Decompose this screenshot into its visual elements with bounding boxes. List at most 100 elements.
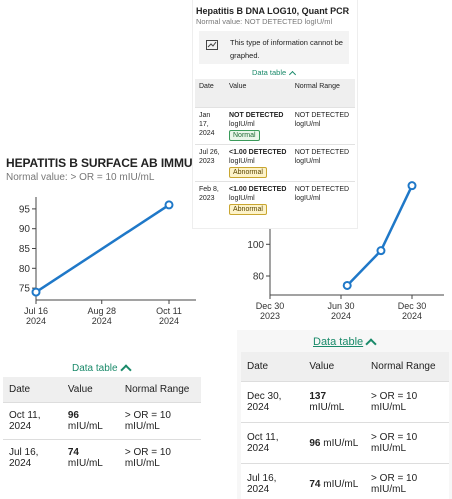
dna-pcr-row-value: NOT DETECTED logIU/ml Normal (225, 107, 291, 145)
value-unit: mIU/mL (323, 437, 359, 449)
surface-ab-table: Date Value Normal Range Oct 11, 2024 96 … (3, 377, 201, 476)
value-number: 137 (309, 391, 327, 402)
x-tick-label: 2024 (92, 316, 112, 326)
surface-ab-header-range: Normal Range (118, 377, 201, 403)
chevron-up-icon (365, 337, 377, 350)
dna-pcr-header-value: Value (225, 79, 291, 108)
surface-ab-data-table-toggle[interactable]: Data table (72, 363, 132, 376)
chart-icon (206, 40, 218, 50)
x-tick-label: Dec 30 (398, 301, 427, 311)
surface-ab-title: HEPATITIS B SURFACE AB IMMUNITY, QN (6, 156, 202, 170)
dna-pcr-table-header: Date Value Normal Range (195, 79, 355, 108)
dna-pcr-row-value: <1.00 DETECTED logIU/ml Abnormal (225, 181, 291, 218)
table-row: Feb 8, 2023 <1.00 DETECTED logIU/ml Abnor… (195, 181, 355, 218)
surface-ab-header-value: Value (61, 377, 119, 403)
data-point (31, 287, 41, 297)
y-tick-label: 85 (19, 244, 31, 255)
data-point (342, 280, 352, 290)
dna-pcr-data-table-label: Data table (252, 68, 287, 77)
value-unit: mIU/mL (323, 478, 359, 490)
x-tick-label: 2024 (26, 316, 46, 326)
surface-ab-row-range: > OR = 10 mIU/mL (118, 439, 201, 476)
history-row-range: > OR = 10 mIU/mL (365, 463, 449, 499)
y-tick-label: 80 (253, 271, 265, 282)
history-row-range: > OR = 10 mIU/mL (365, 422, 449, 464)
surface-ab-row-date: Oct 11, 2024 (3, 402, 62, 440)
history-row-range: > OR = 10 mIU/mL (365, 381, 449, 423)
value-number: 74 (309, 478, 321, 490)
table-row: Jul 26, 2023 <1.00 DETECTED logIU/ml Abno… (195, 144, 355, 182)
chevron-up-icon (289, 70, 297, 78)
dna-pcr-normal-value: Normal value: NOT DETECTED logIU/ml (196, 17, 333, 26)
x-tick-label: 2024 (159, 316, 179, 326)
value-unit: logIU/ml (229, 158, 255, 165)
y-tick-label: 80 (19, 264, 31, 275)
history-data-table-toggle[interactable]: Data table (313, 336, 377, 350)
status-badge: Abnormal (229, 204, 267, 215)
value-number: 96 (309, 437, 321, 449)
history-row-date: Jul 16, 2024 (241, 463, 304, 499)
y-tick-label: 95 (19, 204, 31, 215)
history-header-date: Date (241, 352, 304, 382)
table-row: Oct 11, 2024 96 mIU/mL > OR = 10 mIU/mL (3, 402, 201, 440)
dna-pcr-row-date: Jan 17, 2024 (195, 107, 225, 145)
table-row: Oct 11, 2024 96 mIU/mL > OR = 10 mIU/mL (241, 422, 449, 464)
value-number: 74 (67, 447, 79, 458)
x-tick-label: 2024 (331, 311, 351, 321)
history-row-date: Oct 11, 2024 (241, 422, 304, 464)
y-tick-label: 100 (247, 240, 264, 251)
history-table: Date Value Normal Range Dec 30, 2024 137… (241, 352, 449, 499)
surface-ab-chart: 75 80 85 90 95 Jul 16 2024 Aug 28 2024 Oct 11 2024 (0, 187, 202, 347)
surface-ab-header-date: Date (3, 377, 62, 403)
x-tick-label: Aug 28 (87, 306, 116, 316)
value-unit: logIU/ml (229, 121, 255, 128)
status-badge: Abnormal (229, 167, 267, 178)
dna-pcr-card: Hepatitis B DNA LOG10, Quant PCR Normal … (193, 0, 357, 228)
graph-unavailable-notice: This type of information cannot be graph… (199, 31, 349, 64)
history-header-value: Value (303, 352, 366, 382)
x-tick-label: Jul 16 (24, 306, 48, 316)
data-point (407, 181, 417, 191)
history-table-header: Date Value Normal Range (241, 352, 449, 382)
dna-pcr-row-date: Feb 8, 2023 (195, 181, 225, 218)
x-tick-label: 2023 (260, 311, 280, 321)
x-tick-label: Dec 30 (256, 301, 285, 311)
dna-pcr-data-table-toggle[interactable]: Data table (252, 68, 297, 78)
table-row: Dec 30, 2024 137 mIU/mL > OR = 10 mIU/mL (241, 381, 449, 423)
surface-ab-row-value: 74 mIU/mL (61, 439, 119, 476)
value-unit: logIU/ml (229, 195, 255, 202)
dna-pcr-row-date: Jul 26, 2023 (195, 144, 225, 182)
dna-pcr-row-range: NOT DETECTED logIU/ml (290, 144, 355, 182)
y-tick-label: 75 (19, 284, 31, 295)
dna-pcr-row-value: <1.00 DETECTED logIU/ml Abnormal (225, 144, 291, 182)
dna-pcr-row-range: NOT DETECTED logIU/ml (290, 107, 355, 145)
dna-pcr-title: Hepatitis B DNA LOG10, Quant PCR (196, 6, 350, 16)
surface-ab-row-range: > OR = 10 mIU/mL (118, 402, 201, 440)
surface-ab-table-header: Date Value Normal Range (3, 377, 201, 403)
value-text: NOT DETECTED (229, 112, 284, 119)
x-tick-label: Oct 11 (156, 306, 182, 316)
data-point (164, 200, 174, 210)
dna-pcr-header-range: Normal Range (290, 79, 355, 108)
value-text: <1.00 DETECTED (229, 149, 287, 156)
value-unit: mIU/mL (67, 421, 103, 432)
surface-ab-normal-value: Normal value: > OR = 10 mIU/mL (6, 172, 155, 183)
y-tick-label: 90 (19, 224, 31, 235)
surface-ab-data-table-label: Data table (72, 363, 118, 374)
table-row: Jul 16, 2024 74 mIU/mL > OR = 10 mIU/mL (3, 439, 201, 476)
graph-unavailable-text: This type of information cannot be graph… (230, 38, 343, 60)
chevron-up-icon (119, 364, 132, 376)
value-unit: mIU/mL (67, 458, 103, 469)
history-row-date: Dec 30, 2024 (241, 381, 304, 423)
surface-ab-row-date: Jul 16, 2024 (3, 439, 62, 476)
history-header-range: Normal Range (365, 352, 449, 382)
value-number: 96 (67, 410, 79, 421)
series-line (35, 203, 170, 294)
status-badge: Normal (229, 130, 260, 141)
data-point (376, 246, 386, 256)
table-row: Jul 16, 2024 74 mIU/mL > OR = 10 mIU/mL (241, 463, 449, 499)
value-text: <1.00 DETECTED (229, 186, 287, 193)
surface-ab-card: HEPATITIS B SURFACE AB IMMUNITY, QN Norm… (0, 152, 202, 499)
